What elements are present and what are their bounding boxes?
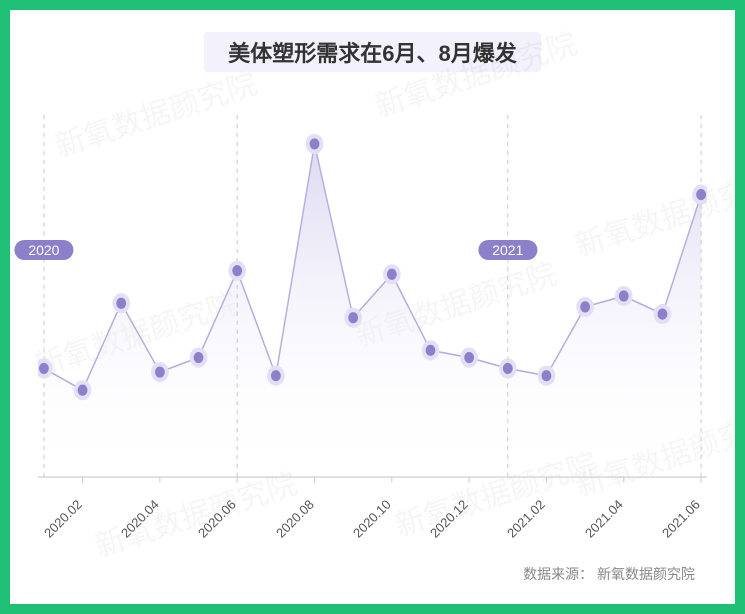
source-value: 新氧数据颜究院 bbox=[597, 566, 695, 582]
x-axis-label: 2020.04 bbox=[118, 497, 162, 541]
line-area-chart bbox=[38, 106, 707, 486]
source-label: 数据来源： bbox=[523, 566, 593, 582]
data-point bbox=[155, 366, 165, 377]
x-axis-labels: 2020.02 2020.04 2020.06 2020.08 2020.10 2020.… bbox=[38, 486, 707, 566]
x-axis-label: 2021.06 bbox=[659, 497, 703, 541]
data-point bbox=[39, 363, 49, 374]
data-point bbox=[658, 309, 668, 320]
year-badge: 2021 bbox=[478, 240, 537, 260]
data-point bbox=[387, 269, 397, 280]
data-point bbox=[503, 363, 513, 374]
chart-title: 美体塑形需求在6月、8月爆发 bbox=[204, 32, 540, 72]
chart-area: 20202021 bbox=[38, 106, 707, 486]
year-badge: 2020 bbox=[14, 240, 73, 260]
data-point bbox=[542, 370, 552, 381]
data-point bbox=[619, 290, 629, 301]
x-axis-label: 2020.02 bbox=[41, 497, 85, 541]
chart-card: 新氧数据颜究院 新氧数据颜究院 新氧数据颜究院 新氧数据颜究院 新氧数据颜究院 … bbox=[0, 0, 745, 614]
data-point bbox=[696, 189, 706, 200]
x-axis-label: 2020.06 bbox=[195, 497, 239, 541]
data-point bbox=[310, 138, 320, 149]
x-axis-label: 2021.04 bbox=[582, 497, 626, 541]
data-point bbox=[116, 298, 126, 309]
data-point bbox=[348, 312, 358, 323]
data-point bbox=[464, 352, 474, 363]
data-source: 数据来源： 新氧数据颜究院 bbox=[523, 564, 695, 584]
data-point bbox=[78, 385, 88, 396]
data-point bbox=[194, 352, 204, 363]
x-axis-label: 2020.12 bbox=[427, 497, 471, 541]
title-row: 美体塑形需求在6月、8月爆发 bbox=[10, 10, 735, 86]
area-fill bbox=[44, 144, 701, 477]
data-point bbox=[271, 370, 281, 381]
x-axis-label: 2020.10 bbox=[350, 497, 394, 541]
x-axis-label: 2020.08 bbox=[273, 497, 317, 541]
data-point bbox=[580, 301, 590, 312]
data-point bbox=[426, 345, 436, 356]
data-point bbox=[232, 265, 242, 276]
x-axis-label: 2021.02 bbox=[504, 497, 548, 541]
